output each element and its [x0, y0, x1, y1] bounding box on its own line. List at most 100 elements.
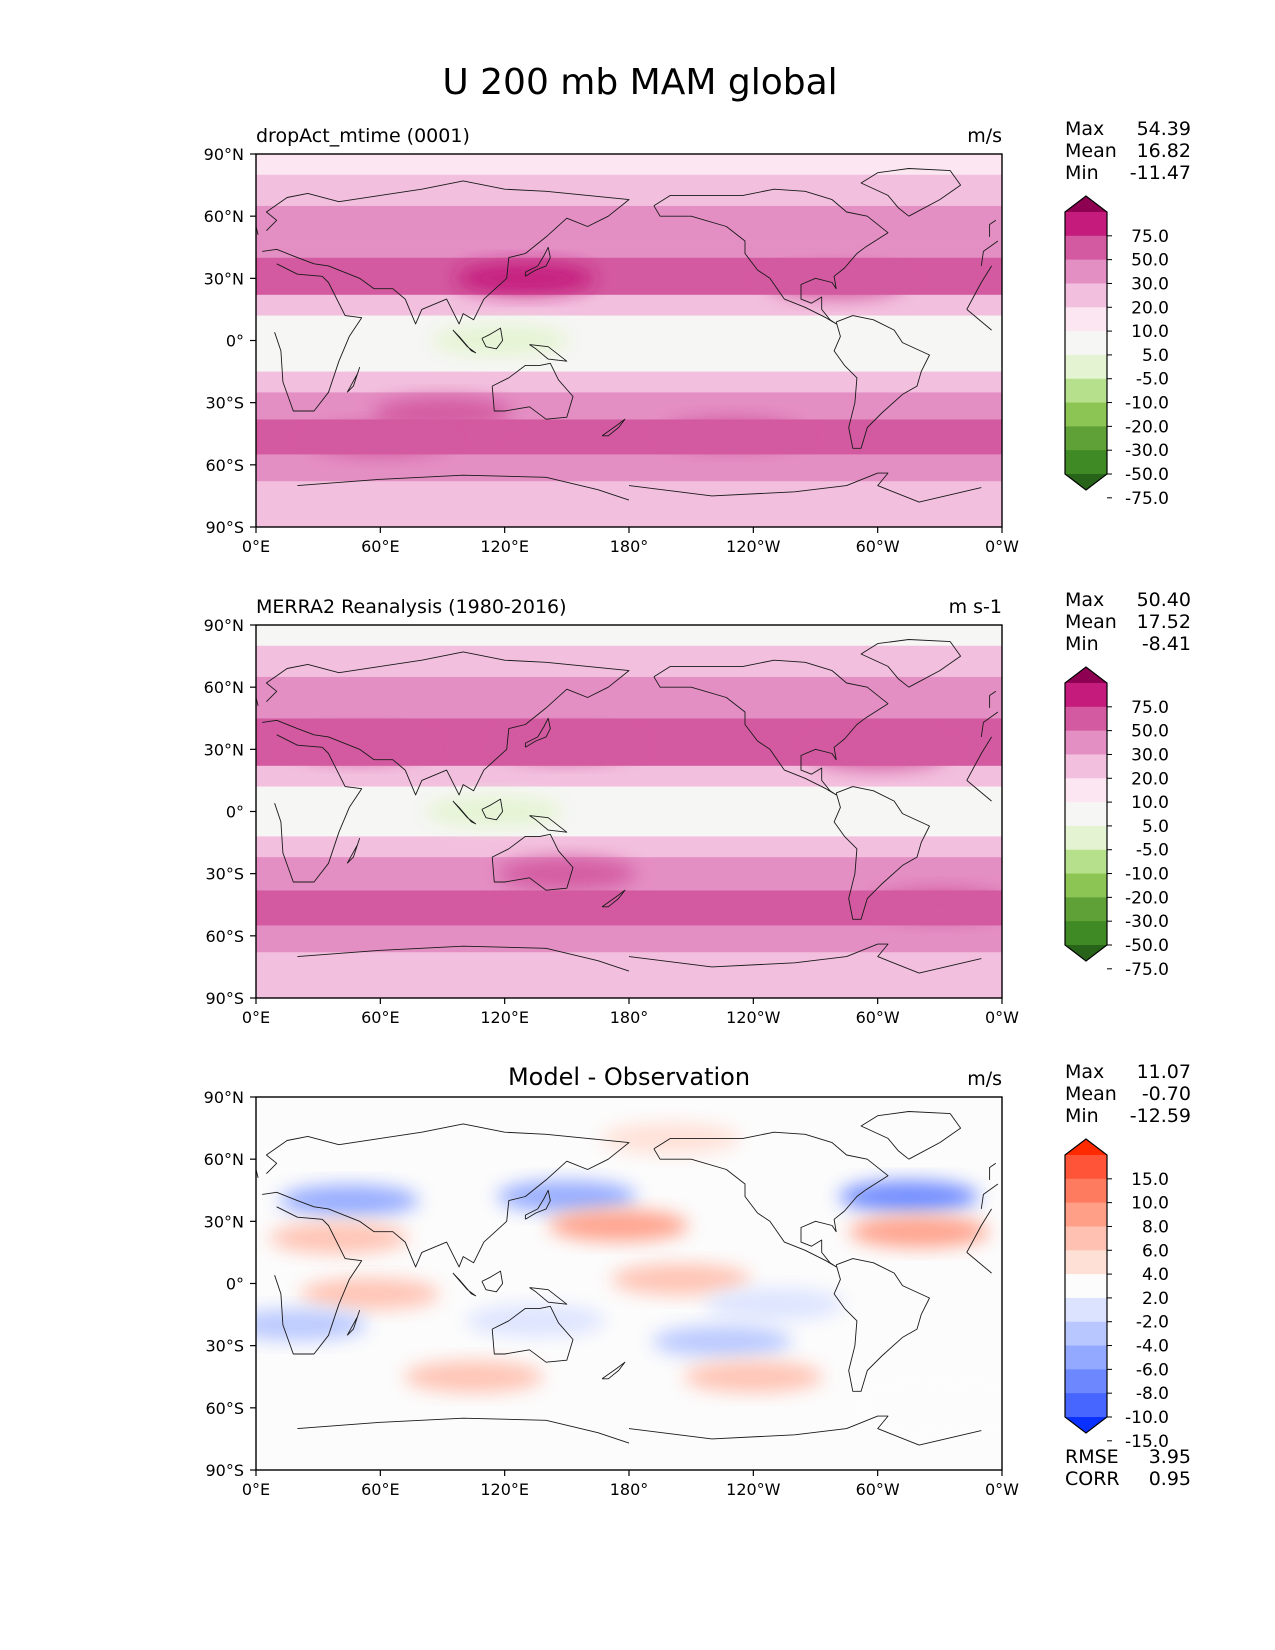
y-tick-label: 0°: [226, 1275, 244, 1294]
colorbar-label: -10.0: [1125, 865, 1169, 885]
map-panel-difference: Model - Observation m/s 0°E 60°E 120°E 180° 12…: [204, 1061, 1191, 1499]
colorbar-swatch: [1065, 754, 1107, 779]
coastline-6: [452, 800, 477, 825]
colorbar-label: 10.0: [1131, 1194, 1169, 1214]
colorbar-label: -75.0: [1125, 960, 1169, 980]
coastlines: [256, 1111, 999, 1446]
colorbar-swatch: [1065, 1393, 1107, 1418]
coastline-1: [262, 180, 999, 325]
colorbar-label: 6.0: [1142, 1241, 1169, 1261]
stat-label: Mean: [1065, 1083, 1117, 1105]
coastline-8: [529, 1287, 568, 1305]
stat-label: Mean: [1065, 140, 1117, 162]
colorbar-label: 75.0: [1131, 227, 1169, 247]
colorbar-swatch: [1065, 873, 1107, 898]
colorbar-swatch: [1065, 1155, 1107, 1180]
y-tick-label: 90°N: [204, 145, 244, 164]
coastline-3: [653, 659, 889, 796]
field-band-5: [256, 294, 1002, 316]
coastline-9: [524, 717, 551, 748]
colorbar-label: 4.0: [1142, 1265, 1169, 1285]
coastline-8: [529, 815, 568, 833]
y-tick-label: 60°S: [205, 1399, 244, 1418]
colorbar-swatch: [1065, 1202, 1107, 1227]
colorbar-swatch: [1065, 307, 1107, 332]
field-band-0: [256, 154, 1002, 175]
field-anomaly-8: [704, 1288, 845, 1321]
coastline-3: [653, 188, 889, 325]
map-panel-model: dropAct_mtime (0001) m/s 0°E 60°E 120°E 180° 1…: [204, 118, 1191, 556]
colorbar-label: 75.0: [1131, 698, 1169, 718]
x-tick-label: 0°W: [985, 1480, 1019, 1499]
field-anomaly-0: [455, 262, 596, 295]
colorbar-label: -5.0: [1136, 370, 1169, 390]
field-anomaly-15: [869, 1391, 1002, 1424]
colorbar: 75.0 50.0 30.0 20.0 10.0 5.0 -5.0 -10.0 -20.0 -30…: [1064, 666, 1169, 980]
y-tick-label: 60°S: [205, 927, 244, 946]
y-tick-label: 90°N: [204, 1088, 244, 1107]
x-tick-label: 60°E: [361, 1480, 399, 1499]
colorbar-label: -30.0: [1125, 441, 1169, 461]
coastline-7: [481, 327, 504, 350]
stat-label: Mean: [1065, 611, 1117, 633]
field-anomaly-1: [496, 729, 637, 762]
colorbar-swatch: [1065, 1321, 1107, 1347]
colorbar-label: 50.0: [1131, 722, 1169, 742]
colorbar-extend-top: [1065, 1139, 1107, 1155]
field-anomaly-5: [268, 1221, 409, 1254]
colorbar-swatch: [1065, 849, 1107, 875]
colorbar: 75.0 50.0 30.0 20.0 10.0 5.0 -5.0 -10.0 -20.0 -30…: [1064, 195, 1169, 509]
x-tick-label: 60°W: [856, 1008, 900, 1027]
units-label: m/s: [967, 1068, 1002, 1090]
y-tick-label: 30°N: [204, 1212, 244, 1231]
stat-label: Min: [1065, 162, 1099, 184]
x-tick-label: 180°: [610, 1480, 649, 1499]
stat-value: -0.70: [1142, 1083, 1191, 1105]
colorbar-swatch: [1065, 683, 1107, 708]
colorbar-swatch: [1065, 1274, 1107, 1299]
field-band-5: [256, 786, 1002, 837]
colorbar-swatch: [1065, 235, 1107, 261]
colorbar-swatch: [1065, 331, 1107, 356]
coastline-2: [491, 1305, 574, 1363]
coastline-1: [262, 1123, 999, 1268]
y-tick-label: 60°N: [204, 1150, 244, 1169]
stat-value: 3.95: [1149, 1446, 1191, 1468]
x-tick-label: 0°E: [242, 1008, 270, 1027]
y-tick-label: 60°N: [204, 678, 244, 697]
colorbar-swatch: [1065, 1369, 1107, 1394]
field-anomaly-3: [424, 795, 565, 828]
coastline-6: [452, 329, 477, 354]
coastline-0: [274, 734, 992, 883]
colorbar-label: 30.0: [1131, 745, 1169, 765]
colorbar-swatch: [1065, 378, 1107, 404]
field-band-10: [256, 952, 1002, 998]
coastline-13: [297, 943, 982, 974]
coastline-11: [346, 837, 361, 864]
colorbar-swatch: [1065, 283, 1107, 308]
field-anomaly-0: [289, 729, 430, 762]
colorbar-swatch: [1065, 354, 1107, 380]
field-band-8: [256, 392, 1002, 420]
field-anomaly-4: [849, 1215, 990, 1248]
colorbar-label: -75.0: [1125, 489, 1169, 509]
field-anomaly-0: [279, 1184, 420, 1217]
x-tick-label: 0°W: [985, 537, 1019, 556]
colorbar-label: 5.0: [1142, 817, 1169, 837]
colorbar-label: 15.0: [1131, 1170, 1169, 1190]
colorbar-swatch: [1065, 426, 1107, 451]
coastline-5: [860, 1111, 962, 1160]
colorbar-swatch: [1065, 1178, 1107, 1204]
coastline-4: [833, 315, 930, 449]
map-panel-observation: MERRA2 Reanalysis (1980-2016) m s-1 0°E 60°…: [204, 589, 1191, 1027]
field-anomaly-1: [496, 1180, 637, 1213]
y-tick-label: 30°S: [205, 865, 244, 884]
x-tick-label: 0°E: [242, 537, 270, 556]
panel-title: MERRA2 Reanalysis (1980-2016): [256, 596, 567, 618]
stat-value: 11.07: [1137, 1061, 1191, 1083]
y-tick-label: 0°: [226, 332, 244, 351]
units-label: m s-1: [949, 596, 1002, 618]
colorbar-label: -6.0: [1136, 1360, 1169, 1380]
stat-value: -12.59: [1130, 1105, 1191, 1127]
